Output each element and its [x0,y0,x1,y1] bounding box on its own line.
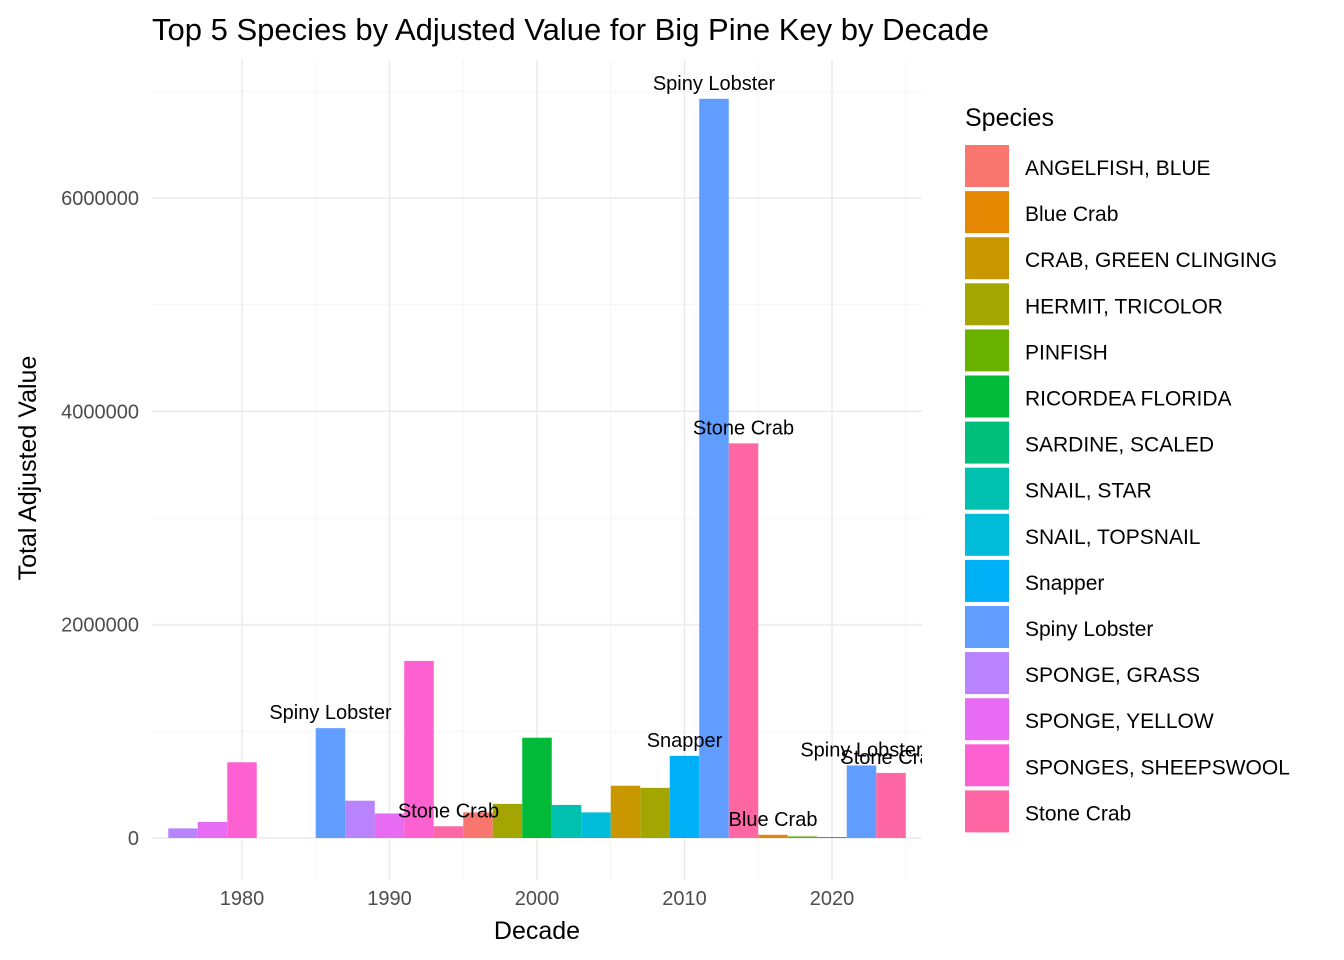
legend-label-snail-star: SNAIL, STAR [1025,480,1152,503]
bar-label-2020-blue-crab: Blue Crab [729,809,818,831]
bar-1980-sponge-grass [168,828,198,838]
legend-key-hermit-tricolor [965,283,1009,326]
legend-key-sardine-scaled [965,421,1009,464]
bar-1990-sponges-sheepswool [404,660,434,838]
legend-key-angelfish-blue [965,145,1009,187]
legend-key-ricordea-florida [965,375,1009,418]
bar-2010-snapper [669,755,700,838]
legend-label-angelfish-blue: ANGELFISH, BLUE [1025,157,1211,180]
legend-label-spiny-lobster: Spiny Lobster [1025,618,1153,641]
bar-2010-spiny-lobster [699,98,729,839]
bar-label-2010-snapper: Snapper [647,730,723,752]
bars [168,98,906,839]
legend-key-snail-star [965,467,1009,510]
y-tick-label: 4000000 [61,401,139,423]
legend-key-snapper [965,559,1009,602]
legend-key-crab-green-clinging [965,237,1009,280]
bar-label-2020-stone-crab: Stone Crab [840,747,941,769]
legend-key-pinfish [965,329,1009,372]
bar-1990-sponge-yellow [374,813,405,838]
legend: Species ANGELFISH, BLUE Blue Crab CRAB, GR… [965,104,1290,833]
bar-2000-snail-topsnail [581,812,611,838]
legend-label-crab-green-clinging: CRAB, GREEN CLINGING [1025,249,1277,272]
legend-title: Species [965,104,1054,132]
legend-label-hermit-tricolor: HERMIT, TRICOLOR [1025,295,1223,318]
legend-label-stone-crab: Stone Crab [1025,802,1131,825]
legend-key-blue-crab [965,191,1009,234]
x-tick-label: 1980 [220,888,265,910]
bar-2000-hermit-tricolor [492,803,523,838]
legend-label-snapper: Snapper [1025,572,1104,595]
legend-label-sponge-grass: SPONGE, GRASS [1025,664,1200,687]
legend-key-sponge-grass [965,652,1009,695]
legend-key-snail-topsnail [965,513,1009,556]
x-axis-ticks: 1980 1990 2000 2010 2020 [220,888,855,910]
bar-2020-sardine-scaled [817,837,847,838]
legend-label-blue-crab: Blue Crab [1025,203,1118,226]
legend-key-sponge-yellow [965,698,1009,741]
bar-label-2010-stone-crab: Stone Crab [693,417,794,439]
bar-1990-stone-crab [433,826,464,838]
legend-label-snail-topsnail: SNAIL, TOPSNAIL [1025,526,1200,549]
x-axis-title: Decade [494,917,580,945]
bar-1990-spiny-lobster [315,728,346,838]
bar-1980-sponge-yellow [197,822,228,838]
bar-label-1990-spiny-lobster: Spiny Lobster [269,702,392,724]
bar-2020-pinfish [787,836,818,838]
bar-1980-sponges-sheepswool [227,762,257,838]
bar-2020-spiny-lobster [846,765,877,838]
bar-label-1990-stone-crab: Stone Crab [398,800,499,822]
y-tick-label: 0 [128,828,139,850]
bar-label-2020-spiny-lobster: Spiny Lobster [800,739,923,761]
y-tick-label: 2000000 [61,615,139,637]
y-axis-title: Total Adjusted Value [14,356,42,581]
legend-label-sardine-scaled: SARDINE, SCALED [1025,434,1214,457]
legend-label-sponges-sheepswool: SPONGES, SHEEPSWOOL [1025,756,1290,779]
bar-label-2010-spiny-lobster: Spiny Lobster [653,73,776,95]
x-tick-label: 2020 [810,888,855,910]
legend-key-sponges-sheepswool [965,744,1009,787]
chart-title: Top 5 Species by Adjusted Value for Big … [152,12,989,47]
bar-2010-hermit-tricolor [640,787,670,838]
bar-2000-snail-star [551,804,582,838]
x-tick-label: 1990 [367,888,412,910]
bar-2000-angelfish-blue [463,812,493,838]
x-tick-label: 2000 [515,888,560,910]
legend-key-stone-crab [965,790,1009,833]
legend-label-ricordea-florida: RICORDEA FLORIDA [1025,388,1232,411]
bar-2020-stone-crab [876,772,906,838]
y-tick-label: 6000000 [61,188,139,210]
gridlines [152,60,922,880]
y-axis-ticks: 0 2000000 4000000 6000000 [61,188,139,850]
bar-2000-ricordea-florida [522,737,552,838]
legend-key-spiny-lobster [965,606,1009,648]
bar-1990-sponge-grass [345,800,375,838]
bar-2010-stone-crab [728,443,759,838]
legend-label-pinfish: PINFISH [1025,341,1108,364]
legend-label-sponge-yellow: SPONGE, YELLOW [1025,710,1214,733]
x-tick-label: 2010 [662,888,707,910]
bar-2020-blue-crab [758,834,788,838]
bar-2010-crab-green-clinging [610,785,641,838]
